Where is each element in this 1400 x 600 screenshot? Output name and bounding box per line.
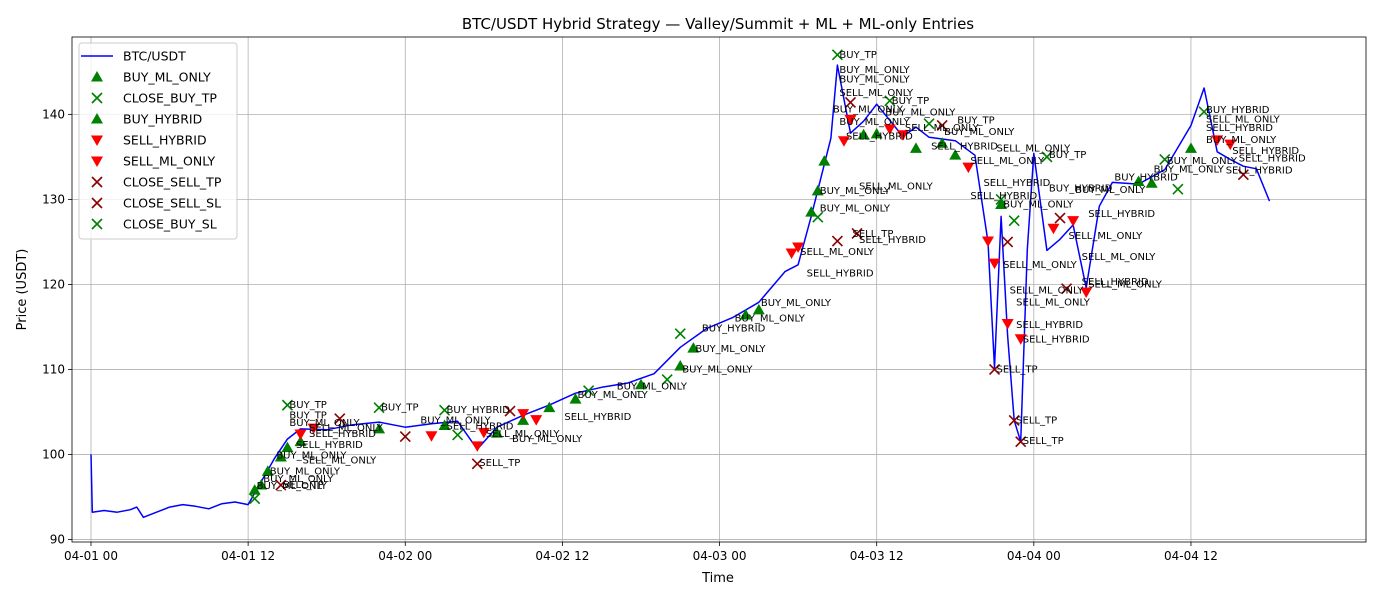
trade-annotation: SELL_HYBRID: [931, 142, 998, 153]
legend-label-buy-ml-only: BUY_ML_ONLY: [123, 70, 211, 85]
x-tick-label: 04-03 12: [850, 549, 904, 563]
trade-annotation: BUY_ML_ONLY: [512, 434, 583, 445]
legend-label-close-buy-tp: CLOSE_BUY_TP: [123, 91, 217, 106]
trade-annotation: SELL_HYBRID: [859, 235, 926, 246]
legend-label-sell-ml-only: SELL_ML_ONLY: [123, 154, 216, 169]
trade-annotation: SELL_HYBRID: [1023, 335, 1090, 346]
y-tick-label: 110: [42, 362, 65, 376]
y-tick-label: 100: [42, 447, 65, 461]
x-tick-label: 04-04 12: [1164, 549, 1218, 563]
trade-annotation: SELL_HYBRID: [564, 412, 631, 423]
trade-annotation: BUY_ML_ONLY: [1003, 199, 1074, 210]
legend-label-sell-hybrid: SELL_HYBRID: [123, 133, 207, 148]
trade-annotation: BUY_ML_ONLY: [761, 298, 832, 309]
trade-annotation: SELL_ML_ONLY: [1082, 252, 1157, 263]
trade-annotation: SELL_HYBRID: [296, 440, 363, 451]
x-tick-label: 04-02 12: [535, 549, 589, 563]
trade-annotation: SELL_TP: [283, 480, 324, 491]
trade-annotation: BUY_ML_ONLY: [617, 381, 688, 392]
x-tick-label: 04-01 00: [64, 549, 118, 563]
legend-label-btc-usdt: BTC/USDT: [123, 49, 186, 64]
x-tick-label: 04-01 12: [221, 549, 275, 563]
trade-annotation: BUY_ML_ONLY: [1206, 135, 1277, 146]
legend-label-buy-hybrid: BUY_HYBRID: [123, 112, 202, 127]
trade-annotation: BUY_ML_ONLY: [420, 415, 491, 426]
trade-annotation: SELL_HYBRID: [309, 429, 376, 440]
trade-annotation: SELL_HYBRID: [846, 131, 913, 142]
trade-annotation: SELL_ML_ONLY: [800, 247, 875, 258]
x-tick-label: 04-04 00: [1007, 549, 1061, 563]
trade-annotation: BUY_ML_ONLY: [1075, 185, 1146, 196]
trade-annotation: BUY_TP: [892, 96, 929, 107]
trade-annotation: SELL_ML_ONLY: [1003, 260, 1078, 271]
trade-annotation: SELL_HYBRID: [1082, 277, 1149, 288]
x-tick-label: 04-03 00: [693, 549, 747, 563]
trade-annotation: BUY_ML_ONLY: [944, 127, 1015, 138]
trade-annotation: SELL_TP: [997, 364, 1038, 375]
trade-annotation: SELL_HYBRID: [1088, 209, 1155, 220]
trade-annotation: SELL_ML_ONLY: [1069, 231, 1144, 242]
trade-annotation: SELL_ML_ONLY: [859, 182, 934, 193]
legend-label-close-sell-sl: CLOSE_SELL_SL: [123, 196, 221, 211]
trade-annotation: SELL_HYBRID: [807, 268, 874, 279]
trade-annotation: BUY_TP: [957, 115, 994, 126]
trade-annotation: SELL_ML_ONLY: [1010, 285, 1085, 296]
trade-annotation: SELL_HYBRID: [1206, 123, 1273, 134]
trade-annotation: SELL_HYBRID: [983, 178, 1050, 189]
x-axis-label: Time: [701, 571, 734, 586]
y-tick-label: 140: [42, 107, 65, 121]
trade-annotation: BUY_ML_ONLY: [885, 108, 956, 119]
trade-annotation: SELL_ML_ONLY: [970, 156, 1045, 167]
trade-annotation: BUY_ML_ONLY: [820, 204, 891, 215]
trade-annotation: SELL_ML_ONLY: [1016, 297, 1091, 308]
trade-annotation: BUY_TP: [1049, 150, 1086, 161]
trade-annotation: SELL_HYBRID: [1239, 154, 1306, 165]
y-tick-label: 120: [42, 277, 65, 291]
trade-annotation: BUY_ML_ONLY: [276, 450, 347, 461]
legend: BTC/USDT BUY_ML_ONLY CLOSE_BUY_TP BUY_HYBRI…: [79, 43, 237, 239]
trade-annotation: BUY_ML_ONLY: [695, 344, 766, 355]
y-axis-label: Price (USDT): [15, 249, 30, 331]
trade-annotation: BUY_ML_ONLY: [682, 364, 753, 375]
trade-annotation: BUY_ML_ONLY: [735, 313, 806, 324]
chart-title: BTC/USDT Hybrid Strategy — Valley/Summit…: [462, 15, 974, 33]
trade-annotation: SELL_TP: [1023, 436, 1064, 447]
trade-annotation: SELL_HYBRID: [1226, 165, 1293, 176]
x-tick-label: 04-02 00: [378, 549, 432, 563]
trade-annotation: SELL_TP: [479, 458, 520, 469]
trade-annotation: SELL_HYBRID: [1016, 320, 1083, 331]
trade-annotation: BUY_TP: [839, 50, 876, 61]
legend-label-close-sell-tp: CLOSE_SELL_TP: [123, 175, 222, 190]
trade-annotation: BUY_TP: [381, 403, 418, 414]
trade-annotation: BUY_ML_ONLY: [839, 75, 910, 86]
y-tick-label: 90: [50, 532, 65, 546]
y-tick-label: 130: [42, 192, 65, 206]
legend-label-close-buy-sl: CLOSE_BUY_SL: [123, 217, 217, 232]
trade-annotation: SELL_TP: [1016, 415, 1057, 426]
trade-annotation: BUY_HYBRID: [702, 324, 766, 335]
